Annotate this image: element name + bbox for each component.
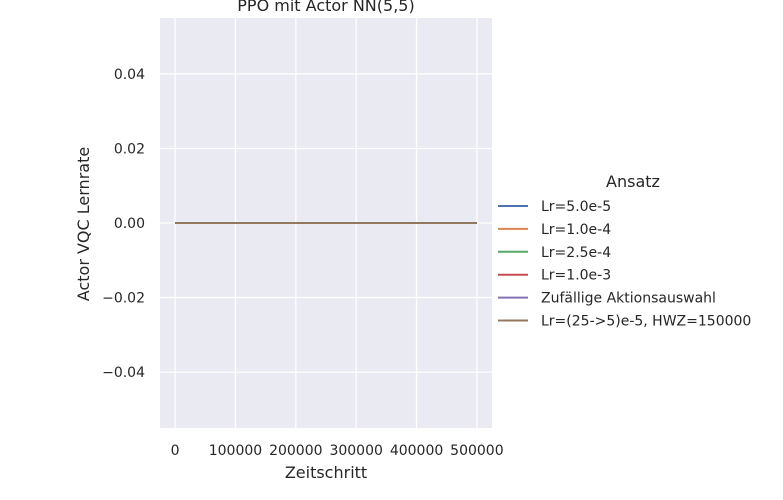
y-tick-label: −0.04 (102, 365, 145, 381)
legend-label: Lr=1.0e-3 (541, 268, 611, 284)
legend-item: Lr=1.0e-4 (498, 222, 611, 238)
x-tick-label: 200000 (269, 443, 322, 459)
legend-item: Lr=2.5e-4 (498, 245, 611, 261)
legend-item: Lr=5.0e-5 (498, 199, 611, 215)
y-tick-label: 0.02 (114, 141, 145, 157)
legend-label: Lr=5.0e-5 (541, 199, 611, 215)
legend-label: Zufällige Aktionsauswahl (541, 291, 716, 307)
x-tick-label: 400000 (390, 443, 443, 459)
x-tick-label: 500000 (450, 443, 503, 459)
legend-item: Lr=1.0e-3 (498, 268, 611, 284)
x-tick-labels: 0 100000 200000 300000 400000 500000 (171, 443, 504, 459)
legend-title: Ansatz (606, 172, 660, 191)
legend-label: Lr=(25->5)e-5, HWZ=150000 (541, 314, 751, 330)
legend-label: Lr=2.5e-4 (541, 245, 611, 261)
legend-label: Lr=1.0e-4 (541, 222, 611, 238)
legend-item: Zufällige Aktionsauswahl (498, 291, 716, 307)
y-tick-label: −0.02 (102, 291, 145, 307)
y-tick-label: 0.00 (114, 216, 145, 232)
legend-item: Lr=(25->5)e-5, HWZ=150000 (498, 314, 751, 330)
x-axis-label: Zeitschritt (285, 463, 367, 482)
x-tick-label: 300000 (329, 443, 382, 459)
y-tick-label: 0.04 (114, 67, 145, 83)
chart-title: PPO mit Actor NN(5,5) (237, 0, 414, 15)
x-tick-label: 100000 (209, 443, 262, 459)
legend: Ansatz Lr=5.0e-5 Lr=1.0e-4 Lr=2.5e-4 Lr=1.0… (498, 172, 751, 330)
x-tick-label: 0 (171, 443, 180, 459)
y-axis-label: Actor VQC Lernrate (74, 147, 93, 301)
y-tick-labels: 0.04 0.02 0.00 −0.02 −0.04 (102, 67, 145, 381)
